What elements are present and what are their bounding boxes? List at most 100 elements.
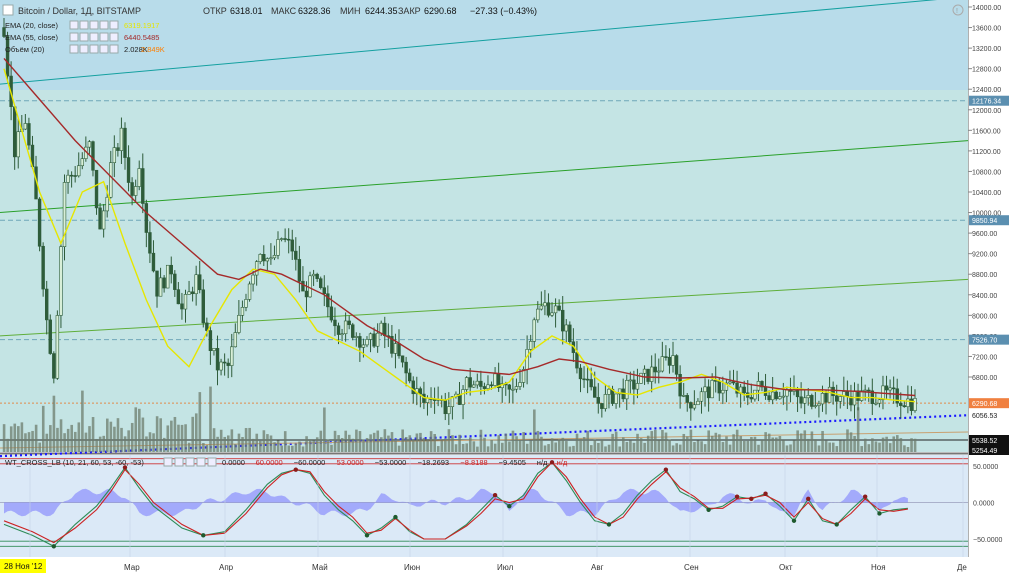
time-axis-bg[interactable] [0, 557, 1009, 574]
osc-close-icon[interactable] [185, 457, 195, 467]
price-tick-label: 14000.00 [972, 5, 1001, 12]
volume-bar [148, 432, 152, 452]
indicator-icon [109, 20, 119, 30]
candle-body [27, 123, 31, 146]
candle-body [212, 348, 216, 351]
candle-body [817, 403, 821, 406]
volume-bar [291, 445, 294, 452]
volume-bar [486, 446, 490, 452]
price-label: 12176.34 [972, 99, 1001, 106]
osc-eye-icon[interactable] [163, 457, 173, 467]
candle-body [37, 198, 42, 247]
osc-axis-bg[interactable] [968, 455, 1009, 557]
candle-body [262, 254, 266, 262]
osc-legend-value: −53.0000 [375, 458, 407, 467]
time-tick-label: Июл [497, 563, 514, 572]
volume-bar [45, 433, 49, 452]
volume-bar [760, 439, 764, 452]
volume-bar [764, 432, 767, 452]
candle-body [635, 383, 640, 390]
candle-body [358, 336, 362, 348]
volume-bar [397, 445, 401, 452]
volume-bar [180, 424, 184, 452]
symbol-title: Bitcoin / Dollar, 1Д, BITSTAMP [18, 6, 141, 16]
candle-body [276, 239, 280, 256]
cross-dot [877, 511, 882, 516]
volume-bar [205, 445, 209, 452]
volume-bar [41, 405, 45, 452]
price-tick-label: 10800.00 [972, 169, 1001, 176]
collapse-icon[interactable] [2, 4, 14, 16]
volume-bar [56, 427, 59, 452]
open-label: ОТКР [203, 6, 227, 16]
volume-bar [412, 439, 415, 452]
candle-body [101, 210, 106, 230]
volume-bar [746, 440, 750, 452]
ema-lines[interactable] [3, 57, 916, 403]
volume-bar [703, 444, 707, 452]
volume-bar [212, 428, 216, 452]
volume-bar [109, 421, 113, 452]
indicator-label: EMA (55, close) [5, 33, 58, 42]
price-tick-label: 13600.00 [972, 26, 1001, 33]
volume-bar [682, 433, 686, 452]
candle-body [265, 258, 270, 262]
osc-legend-value: −18.2693 [418, 458, 450, 467]
indicator-icon [89, 44, 99, 54]
price-label: 6056.53 [972, 413, 997, 420]
candle-body [397, 343, 401, 357]
volume-bar [579, 438, 582, 452]
osc-settings-icon[interactable] [174, 457, 184, 467]
volume-bar [696, 440, 700, 452]
volume-bar [753, 436, 757, 452]
candle-body [322, 287, 326, 295]
volume-bar [518, 439, 522, 452]
candle-body [835, 395, 839, 402]
candle-body [721, 389, 725, 394]
candle-body [528, 341, 533, 350]
volume-bar [63, 433, 66, 452]
close-value: 6290.68 [424, 6, 457, 16]
candle-body [678, 373, 682, 397]
cross-dot [364, 533, 370, 538]
price-tick-label: 12000.00 [972, 108, 1001, 115]
osc-more-icon[interactable] [196, 457, 206, 467]
candle-body [838, 396, 842, 402]
indicator-value: 2.028K [124, 45, 148, 54]
volume-bar [141, 417, 145, 452]
osc-collapse-icon[interactable] [207, 457, 217, 467]
price-candles[interactable] [2, 18, 917, 426]
volume-bar [130, 422, 134, 452]
candle-body [582, 378, 586, 381]
volume-bar [52, 395, 56, 452]
candle-body [617, 388, 622, 395]
volume-bar [476, 446, 479, 452]
candle-body [774, 391, 778, 400]
candle-body [201, 289, 205, 324]
osc-legend-value: −8.8188 [460, 458, 487, 467]
volume-bars [2, 386, 917, 452]
cross-dot [201, 533, 206, 538]
candle-body [785, 389, 789, 397]
price-tick-label: 6800.00 [972, 375, 997, 382]
price-tick-label: 11200.00 [972, 149, 1001, 156]
candle-body [283, 238, 287, 240]
candle-body [863, 389, 867, 392]
candle-body [899, 402, 903, 406]
info-icon[interactable] [952, 4, 964, 16]
volume-bar [817, 445, 821, 452]
indicator-legend[interactable]: EMA (20, close) 6319.1917 EMA (55, close) 6… [5, 20, 165, 54]
candle-body [546, 302, 551, 316]
candle-body [614, 393, 618, 404]
candle-body [372, 333, 376, 347]
osc-tick-label: 0.0000 [973, 501, 995, 508]
volume-bar [340, 438, 344, 452]
volume-bar [283, 431, 287, 452]
wt-cross-oscillator[interactable]: 50.0000 0.0000 −50.0000 [0, 458, 1002, 549]
price-axis-bg[interactable] [968, 0, 1009, 452]
candle-body [105, 196, 109, 212]
candle-body [45, 288, 49, 321]
volume-bar [305, 436, 308, 452]
candle-body [112, 147, 117, 163]
